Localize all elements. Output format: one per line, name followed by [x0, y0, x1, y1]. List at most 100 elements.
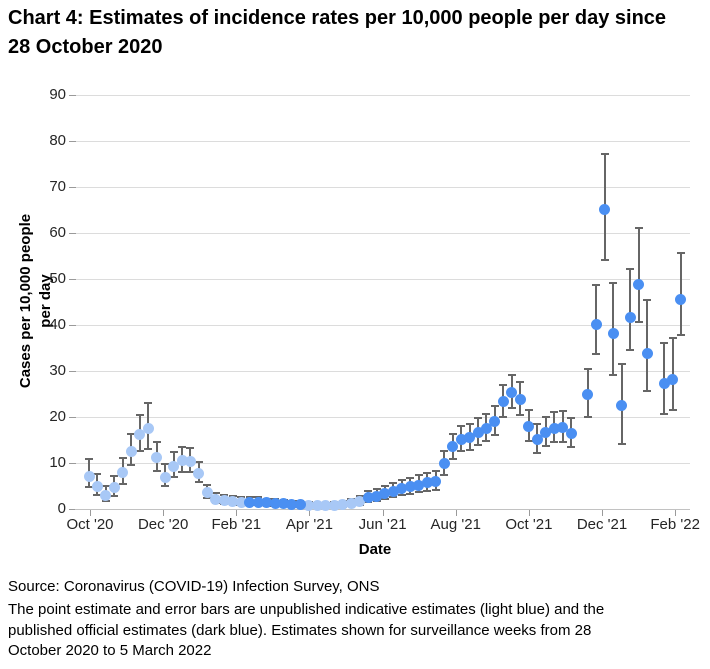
data-point [667, 374, 679, 386]
data-point [413, 479, 425, 491]
error-bar-cap-bottom [516, 414, 525, 417]
error-bar-cap-top [414, 474, 423, 477]
data-point [125, 445, 137, 457]
error-bar-cap-top [431, 469, 440, 472]
error-bar-cap-bottom [474, 444, 483, 447]
y-gridline [76, 462, 690, 464]
error-bar-cap-bottom [161, 485, 170, 488]
data-point [294, 499, 306, 511]
data-point [523, 421, 535, 433]
y-tick-mark [69, 462, 76, 464]
error-bar-cap-top [186, 446, 195, 449]
data-point [83, 470, 95, 482]
error-bar-cap-bottom [634, 321, 643, 324]
error-bar-cap-bottom [626, 348, 635, 351]
error-bar-cap-top [499, 384, 508, 387]
data-point [565, 428, 577, 440]
error-bar-cap-bottom [406, 492, 415, 495]
data-point [624, 312, 636, 324]
y-gridline [76, 232, 690, 234]
error-bar-cap-top [406, 476, 415, 479]
error-bar-cap-bottom [465, 448, 474, 451]
data-point [387, 485, 399, 497]
data-point [607, 328, 619, 340]
x-tick-label: Dec '20 [137, 515, 189, 533]
error-bar-cap-top [524, 408, 533, 411]
data-point [134, 428, 146, 440]
error-bar-cap-top [474, 417, 483, 420]
y-gridline [76, 370, 690, 372]
error-bar-cap-top [169, 451, 178, 454]
data-point [303, 499, 315, 511]
error-bar-cap-bottom [583, 415, 592, 418]
data-point [210, 494, 222, 506]
error-bar-cap-top [583, 368, 592, 371]
error-bar-cap-top [592, 284, 601, 287]
x-tick-label: Feb '22 [650, 515, 700, 533]
error-bar-cap-bottom [144, 447, 153, 450]
data-point [641, 347, 653, 359]
data-point [489, 416, 501, 428]
error-bar-cap-top [533, 423, 542, 426]
data-point [506, 387, 518, 399]
error-bar-cap-top [600, 153, 609, 156]
x-tick-mark [382, 509, 384, 516]
y-tick-mark [69, 186, 76, 188]
error-bar-cap-bottom [558, 440, 567, 443]
data-point [455, 434, 467, 445]
error-bar-cap-bottom [194, 481, 203, 484]
data-point [328, 499, 340, 511]
error-bar-cap-top [397, 478, 406, 481]
error-bar-cap-bottom [431, 488, 440, 491]
data-point [514, 393, 526, 405]
error-bar-cap-bottom [524, 440, 533, 443]
data-point [658, 377, 670, 389]
error-bar-cap-top [144, 401, 153, 404]
error-bar-cap-top [541, 415, 550, 418]
data-point [176, 455, 188, 467]
data-point [354, 495, 366, 507]
error-bar-cap-top [364, 490, 373, 493]
error-bar-cap-bottom [135, 449, 144, 452]
error-bar-cap-top [211, 492, 220, 495]
error-bar-cap-top [178, 445, 187, 448]
error-bar-cap-top [668, 337, 677, 340]
chart-title: Chart 4: Estimates of incidence rates pe… [8, 7, 667, 58]
x-tick-mark [90, 509, 91, 516]
y-tick-mark [69, 278, 76, 280]
y-tick-label: 90 [49, 85, 66, 103]
error-bar-cap-top [220, 493, 229, 496]
error-bar-cap-bottom [169, 476, 178, 479]
data-point [159, 471, 171, 483]
error-bar-cap-bottom [178, 470, 187, 473]
error-bar-cap-top [380, 485, 389, 488]
data-point [286, 499, 298, 511]
error-bar-cap-bottom [380, 498, 389, 501]
data-point [320, 500, 332, 512]
y-tick-label: 20 [49, 407, 66, 425]
error-bar-cap-top [85, 458, 93, 461]
data-point [497, 396, 509, 408]
error-bar-cap-bottom [668, 408, 677, 411]
error-bar-cap-top [643, 299, 652, 302]
x-tick-mark [163, 509, 165, 516]
error-bar-cap-top [194, 460, 203, 463]
error-bar-cap-top [228, 495, 237, 498]
data-point [540, 427, 552, 439]
x-tick-mark [675, 509, 677, 516]
error-bar-cap-bottom [482, 440, 491, 443]
data-point [633, 278, 645, 290]
error-bar-cap-top [93, 473, 102, 476]
x-tick-mark [309, 509, 311, 516]
error-bar-cap-bottom [567, 445, 576, 448]
error-bar-cap-top [660, 341, 669, 344]
y-gridline [76, 94, 690, 96]
error-bar-cap-bottom [397, 494, 406, 497]
data-point [548, 422, 560, 434]
error-bar-cap-top [558, 409, 567, 412]
data-point [472, 427, 484, 439]
error-bar-cap-bottom [533, 451, 542, 454]
error-bar-cap-top [465, 422, 474, 425]
data-point [396, 483, 408, 495]
error-bar-cap-bottom [127, 464, 136, 467]
